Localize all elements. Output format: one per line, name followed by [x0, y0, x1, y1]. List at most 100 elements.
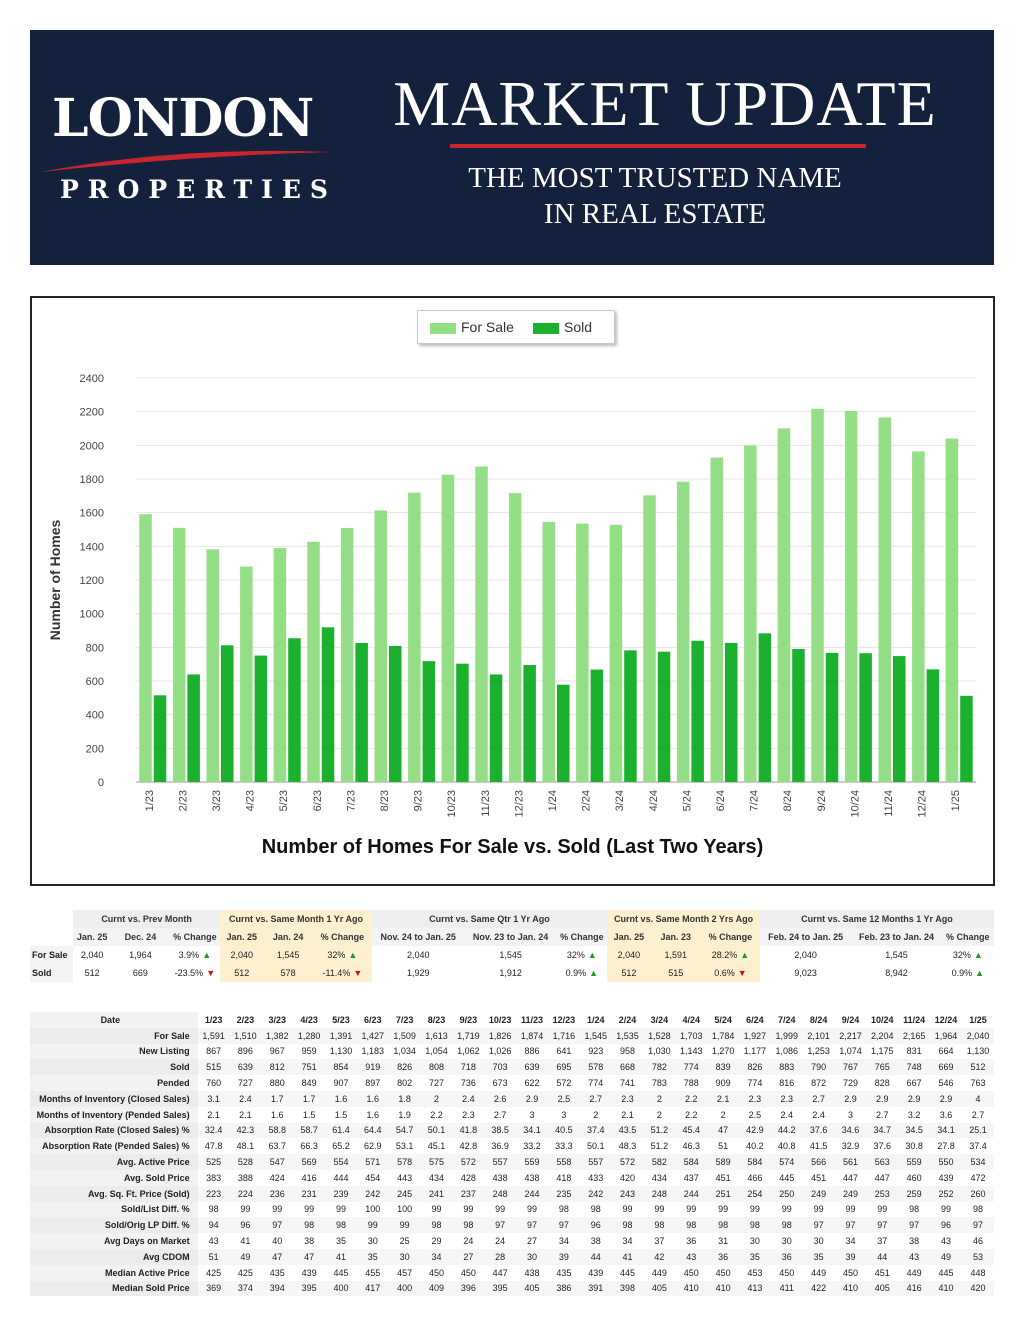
comparison-cell: 2,040 — [220, 946, 264, 964]
x-tick-label: 1/25 — [950, 790, 962, 811]
stats-cell: 30 — [516, 1248, 548, 1265]
stats-cell: 41 — [240, 1236, 251, 1247]
stats-cell: 48.3 — [618, 1141, 637, 1152]
stats-cell: 839 — [707, 1059, 739, 1076]
stats-cell: 703 — [484, 1059, 517, 1076]
stats-cell: 50.1 — [420, 1122, 453, 1139]
stats-cell: 2.5 — [748, 1109, 762, 1120]
stats-cell: 450 — [779, 1267, 795, 1278]
stats-cell: 2.9 — [930, 1090, 962, 1107]
bar-for-sale — [710, 457, 723, 782]
stats-cell: 35 — [739, 1248, 771, 1265]
stats-cell: 455 — [365, 1267, 381, 1278]
stats-cell: 97 — [866, 1217, 899, 1234]
stats-month-header: 7/23 — [395, 1014, 414, 1025]
comparison-value: 8,942 — [885, 968, 908, 978]
x-tick-label: 2/24 — [581, 790, 593, 811]
bar-for-sale — [676, 481, 690, 782]
stats-cell: 727 — [428, 1078, 444, 1089]
comparison-value: 2,040 — [230, 950, 254, 960]
stats-cell: 51 — [197, 1248, 230, 1265]
bar-sold — [893, 656, 906, 782]
stats-cell: 425 — [206, 1267, 222, 1278]
stats-row-label: Sold/Orig LP Diff. % — [30, 1217, 198, 1234]
comparison-cell: 578 — [263, 964, 314, 982]
stats-cell: 405 — [643, 1280, 676, 1297]
stats-cell: 2 — [656, 1109, 662, 1120]
comparison-column-header: Jan. 25 — [607, 928, 651, 946]
comparison-cell: 669 — [111, 964, 169, 982]
stats-cell: 100 — [365, 1204, 381, 1215]
stats-cell: 44.2 — [770, 1122, 803, 1139]
stats-cell: 2,165 — [898, 1027, 931, 1044]
stats-cell: 249 — [834, 1185, 867, 1202]
comparison-column-header: % Change — [169, 928, 221, 946]
stats-cell: 416 — [301, 1172, 317, 1183]
stats-cell: 2.3 — [611, 1090, 644, 1107]
stats-cell: 449 — [651, 1267, 667, 1278]
stats-cell: 416 — [898, 1280, 931, 1297]
stats-cell: 97 — [898, 1217, 931, 1234]
stats-cell: 97 — [547, 1217, 580, 1234]
bar-sold — [254, 655, 268, 782]
stats-cell: 760 — [206, 1078, 222, 1089]
comparison-cell: 2,040 — [760, 946, 852, 964]
stats-cell: 1.6 — [366, 1109, 380, 1120]
stats-month-header: 9/24 — [841, 1014, 860, 1025]
stats-cell: 40.5 — [547, 1122, 580, 1139]
stats-cell: 27 — [452, 1248, 485, 1265]
stats-cell: 1.5 — [334, 1109, 348, 1120]
stats-cell: 2 — [420, 1090, 453, 1107]
stats-cell: 98 — [707, 1217, 739, 1234]
stats-cell: 254 — [739, 1185, 771, 1202]
comparison-cell: 1,545 — [465, 946, 557, 964]
stats-cell: 2.2 — [684, 1109, 698, 1120]
stats-cell: 45.1 — [427, 1141, 446, 1152]
stats-cell: 394 — [261, 1280, 294, 1297]
bar-for-sale — [273, 547, 287, 782]
bar-for-sale — [878, 417, 891, 782]
stats-cell: 1,026 — [488, 1046, 512, 1057]
stats-cell: 388 — [237, 1172, 253, 1183]
stats-cell: 33.2 — [523, 1141, 541, 1152]
stats-cell: 41 — [325, 1248, 357, 1265]
stats-cell: 241 — [420, 1185, 453, 1202]
stats-cell: 47 — [293, 1248, 326, 1265]
comparison-group-title: Curnt vs. Same Qtr 1 Yr Ago — [371, 910, 608, 928]
stats-row: Pended 760 727 880 849 907 897 802 727 736 673 622 5… — [30, 1075, 994, 1091]
comparison-group-header-row: Curnt vs. Prev Month Curnt vs. Same Month… — [30, 910, 994, 928]
comparison-column-header: Nov. 23 to Jan. 24 — [464, 928, 557, 946]
stats-cell: 907 — [333, 1078, 349, 1089]
stats-cell: 774 — [675, 1059, 708, 1076]
comparison-column-header: Jan. 24 — [263, 928, 314, 946]
stats-cell: 2.6 — [484, 1090, 517, 1107]
stats-row-label: Absorption Rate (Closed Sales) % — [30, 1122, 198, 1139]
stats-cell: 237 — [452, 1185, 485, 1202]
stats-cell: 395 — [484, 1280, 517, 1297]
stats-row-label: Pended — [30, 1075, 198, 1091]
stats-cell: 231 — [293, 1185, 326, 1202]
stats-cell: 98 — [558, 1204, 569, 1215]
stats-cell: 411 — [770, 1280, 803, 1297]
stats-month-header: 12/23 — [552, 1014, 576, 1025]
comparison-column-header: Nov. 24 to Jan. 25 — [371, 928, 465, 946]
stats-cell: 450 — [842, 1267, 858, 1278]
bar-sold — [825, 652, 839, 782]
stats-cell: 243 — [611, 1185, 644, 1202]
stats-cell: 763 — [970, 1078, 986, 1089]
stats-cell: 1,177 — [743, 1046, 767, 1057]
comparison-cell: 32% ▲ — [556, 946, 607, 964]
y-tick-label: 800 — [86, 642, 104, 654]
stats-cell: 30 — [781, 1236, 792, 1247]
trend-down-icon: ▼ — [737, 968, 747, 978]
x-tick-label: 10/24 — [849, 790, 861, 818]
stats-row-label: For Sale — [30, 1027, 198, 1044]
stats-cell: 826 — [388, 1059, 421, 1076]
stats-cell: 2.1 — [707, 1090, 739, 1107]
x-tick-label: 8/23 — [379, 790, 391, 811]
stats-cell: 572 — [556, 1078, 572, 1089]
stats-row: Absorption Rate (Closed Sales) % 32.4 42.3… — [30, 1122, 994, 1139]
comparison-value: 1,545 — [276, 950, 300, 960]
stats-month-header: 6/24 — [746, 1014, 764, 1025]
stats-cell: 248 — [484, 1185, 517, 1202]
